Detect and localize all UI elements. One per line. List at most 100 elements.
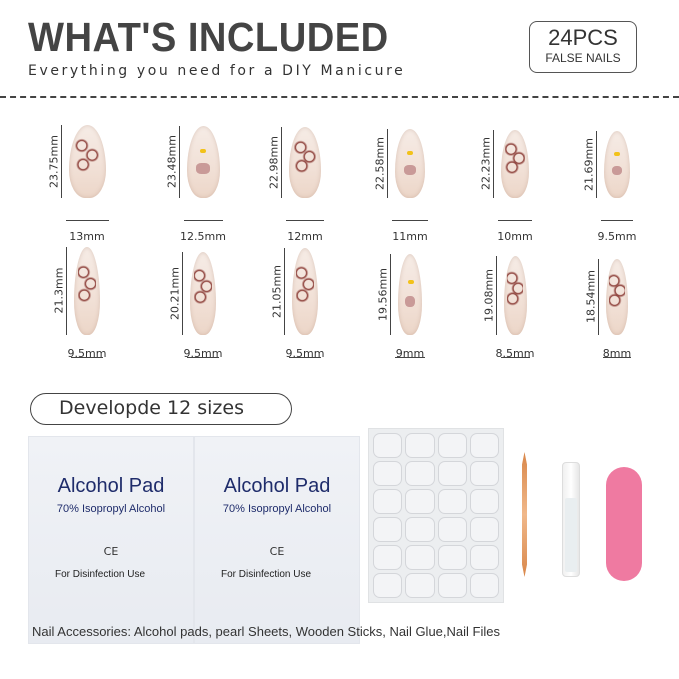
nail-width-label: 12mm — [287, 230, 323, 243]
width-line — [498, 220, 532, 221]
adhesive-tab-sheet — [368, 428, 504, 603]
adhesive-tab — [373, 433, 403, 458]
width-line — [286, 220, 324, 221]
adhesive-tab — [437, 433, 467, 458]
alcohol-pad: Alcohol Pad 70% Isopropyl Alcohol CE For… — [28, 436, 194, 644]
adhesive-tab — [469, 517, 499, 542]
pad-usage: For Disinfection Use — [55, 569, 146, 580]
height-line — [281, 127, 282, 198]
nail-kitty — [604, 131, 630, 198]
nail-height-label: 21.69mm — [582, 137, 596, 191]
width-line — [601, 220, 633, 221]
accessories-caption: Nail Accessories: Alcohol pads, pearl Sh… — [32, 624, 500, 639]
nail-width-label: 8mm — [602, 347, 632, 360]
ce-mark: CE — [103, 545, 119, 558]
adhesive-tab — [469, 573, 499, 598]
nail-leopard — [68, 125, 106, 198]
pad-title: Alcohol Pad — [223, 475, 331, 497]
nail-kitty — [395, 129, 425, 198]
nail-leopard — [292, 248, 318, 335]
width-line — [65, 220, 109, 221]
adhesive-tab — [373, 573, 403, 598]
adhesive-tab — [437, 517, 467, 542]
dashed-divider — [0, 96, 679, 98]
nail-width-label: 11mm — [392, 230, 428, 243]
adhesive-tab — [405, 489, 435, 514]
ce-mark: CE — [269, 545, 285, 558]
width-line — [187, 357, 219, 358]
width-line — [289, 357, 321, 358]
adhesive-tab — [405, 517, 435, 542]
nail-leopard — [289, 127, 321, 198]
nail-height-label: 22.58mm — [373, 136, 387, 190]
nail-glue — [562, 462, 580, 577]
adhesive-tab — [373, 517, 403, 542]
height-line — [495, 256, 497, 335]
nail-height-label: 21.3mm — [52, 267, 66, 314]
nail-width-label: 9.5mm — [285, 347, 325, 360]
adhesive-tab — [373, 461, 403, 486]
adhesive-tab — [405, 573, 435, 598]
nail-width-label: 9.5mm — [67, 347, 107, 360]
nail-leopard — [501, 130, 529, 198]
height-line — [66, 247, 67, 335]
nail-file — [606, 467, 642, 581]
adhesive-tab — [437, 461, 467, 486]
alcohol-pad: Alcohol Pad 70% Isopropyl Alcohol CE For… — [194, 436, 360, 644]
wooden-stick — [522, 452, 527, 577]
pad-title: Alcohol Pad — [57, 475, 165, 497]
sizes-label: Developde 12 sizes — [30, 393, 292, 425]
badge-count: 24PCS — [548, 25, 618, 50]
nail-kitty — [186, 126, 220, 198]
page-title: WHAT'S INCLUDED — [28, 14, 389, 60]
height-line — [596, 131, 597, 198]
adhesive-tab — [437, 489, 467, 514]
nail-height-label: 20.21mm — [168, 266, 182, 320]
adhesive-tab — [469, 433, 499, 458]
nail-width-label: 9.5mm — [597, 230, 637, 243]
nail-height-label: 23.75mm — [47, 134, 60, 188]
subtitle: Everything you need for a DIY Manicure — [28, 63, 406, 79]
pad-subtitle: 70% Isopropyl Alcohol — [222, 503, 332, 515]
width-line — [500, 357, 530, 358]
adhesive-tab — [405, 545, 435, 570]
nail-height-label: 23.48mm — [165, 135, 178, 188]
height-line — [598, 259, 599, 335]
width-line — [392, 220, 428, 221]
adhesive-tab — [469, 461, 499, 486]
nail-height-label: 19.08mm — [482, 268, 495, 322]
nail-width-label: 9.5mm — [183, 347, 223, 360]
pad-subtitle: 70% Isopropyl Alcohol — [56, 503, 166, 515]
width-line — [183, 220, 223, 221]
nail-height-label: 18.54mm — [584, 270, 598, 323]
height-line — [178, 126, 180, 198]
nail-width-label: 10mm — [497, 230, 533, 243]
width-line — [395, 357, 425, 358]
height-line — [387, 129, 388, 198]
adhesive-tab — [437, 545, 467, 570]
adhesive-tab — [469, 545, 499, 570]
height-line — [182, 252, 183, 335]
nail-kitty — [398, 254, 422, 335]
height-line — [284, 248, 285, 335]
adhesive-tab — [373, 489, 403, 514]
nail-leopard — [190, 252, 216, 335]
badge-label: FALSE NAILS — [545, 51, 621, 65]
nail-height-label: 21.05mm — [270, 264, 284, 318]
adhesive-tab — [373, 545, 403, 570]
height-line — [60, 125, 62, 198]
width-line — [603, 357, 631, 358]
nail-leopard — [606, 259, 628, 335]
nail-height-label: 22.98mm — [267, 135, 281, 189]
height-line — [390, 254, 391, 335]
adhesive-tab — [437, 573, 467, 598]
nail-height-label: 19.56mm — [376, 267, 390, 321]
count-badge: 24PCS FALSE NAILS — [529, 21, 637, 73]
adhesive-tab — [469, 489, 499, 514]
nail-leopard — [74, 247, 100, 335]
nail-leopard — [503, 256, 527, 335]
nail-width-label: 12.5mm — [180, 230, 226, 243]
nail-width-label: 9mm — [395, 347, 425, 360]
adhesive-tab — [405, 433, 435, 458]
nail-width-label: 13mm — [69, 230, 105, 243]
